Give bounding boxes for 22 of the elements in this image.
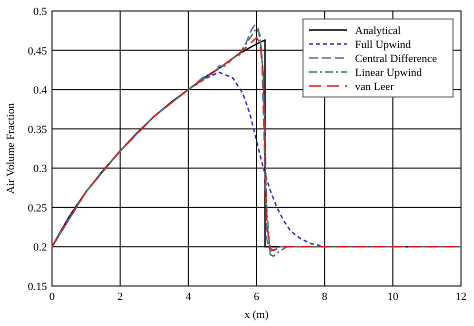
y-axis-title: Air Volume Fraction <box>5 102 17 194</box>
y-tick-label: 0.5 <box>33 6 48 18</box>
x-tick-label: 12 <box>456 291 466 303</box>
legend-label: Full Upwind <box>355 39 412 51</box>
x-tick-label: 6 <box>254 291 260 303</box>
legend-label: Analytical <box>355 25 401 37</box>
y-tick-label: 0.3 <box>33 163 48 176</box>
legend-label: Central Difference <box>355 53 438 65</box>
x-tick-label: 0 <box>49 291 56 303</box>
legend-label: van Leer <box>355 81 394 93</box>
y-tick-label: 0.15 <box>28 281 48 293</box>
y-tick-label: 0.4 <box>33 84 48 97</box>
x-tick-label: 8 <box>322 291 328 303</box>
y-tick-label: 0.25 <box>28 202 48 214</box>
x-tick-label: 4 <box>186 291 192 303</box>
y-tick-label: 0.35 <box>28 124 48 136</box>
legend-label: Linear Upwind <box>355 67 422 79</box>
y-tick-label: 0.45 <box>28 45 48 58</box>
x-axis-title: x (m) <box>244 309 269 321</box>
y-tick-label: 0.2 <box>33 242 47 254</box>
x-tick-label: 10 <box>387 291 399 303</box>
x-tick-label: 2 <box>117 291 123 303</box>
